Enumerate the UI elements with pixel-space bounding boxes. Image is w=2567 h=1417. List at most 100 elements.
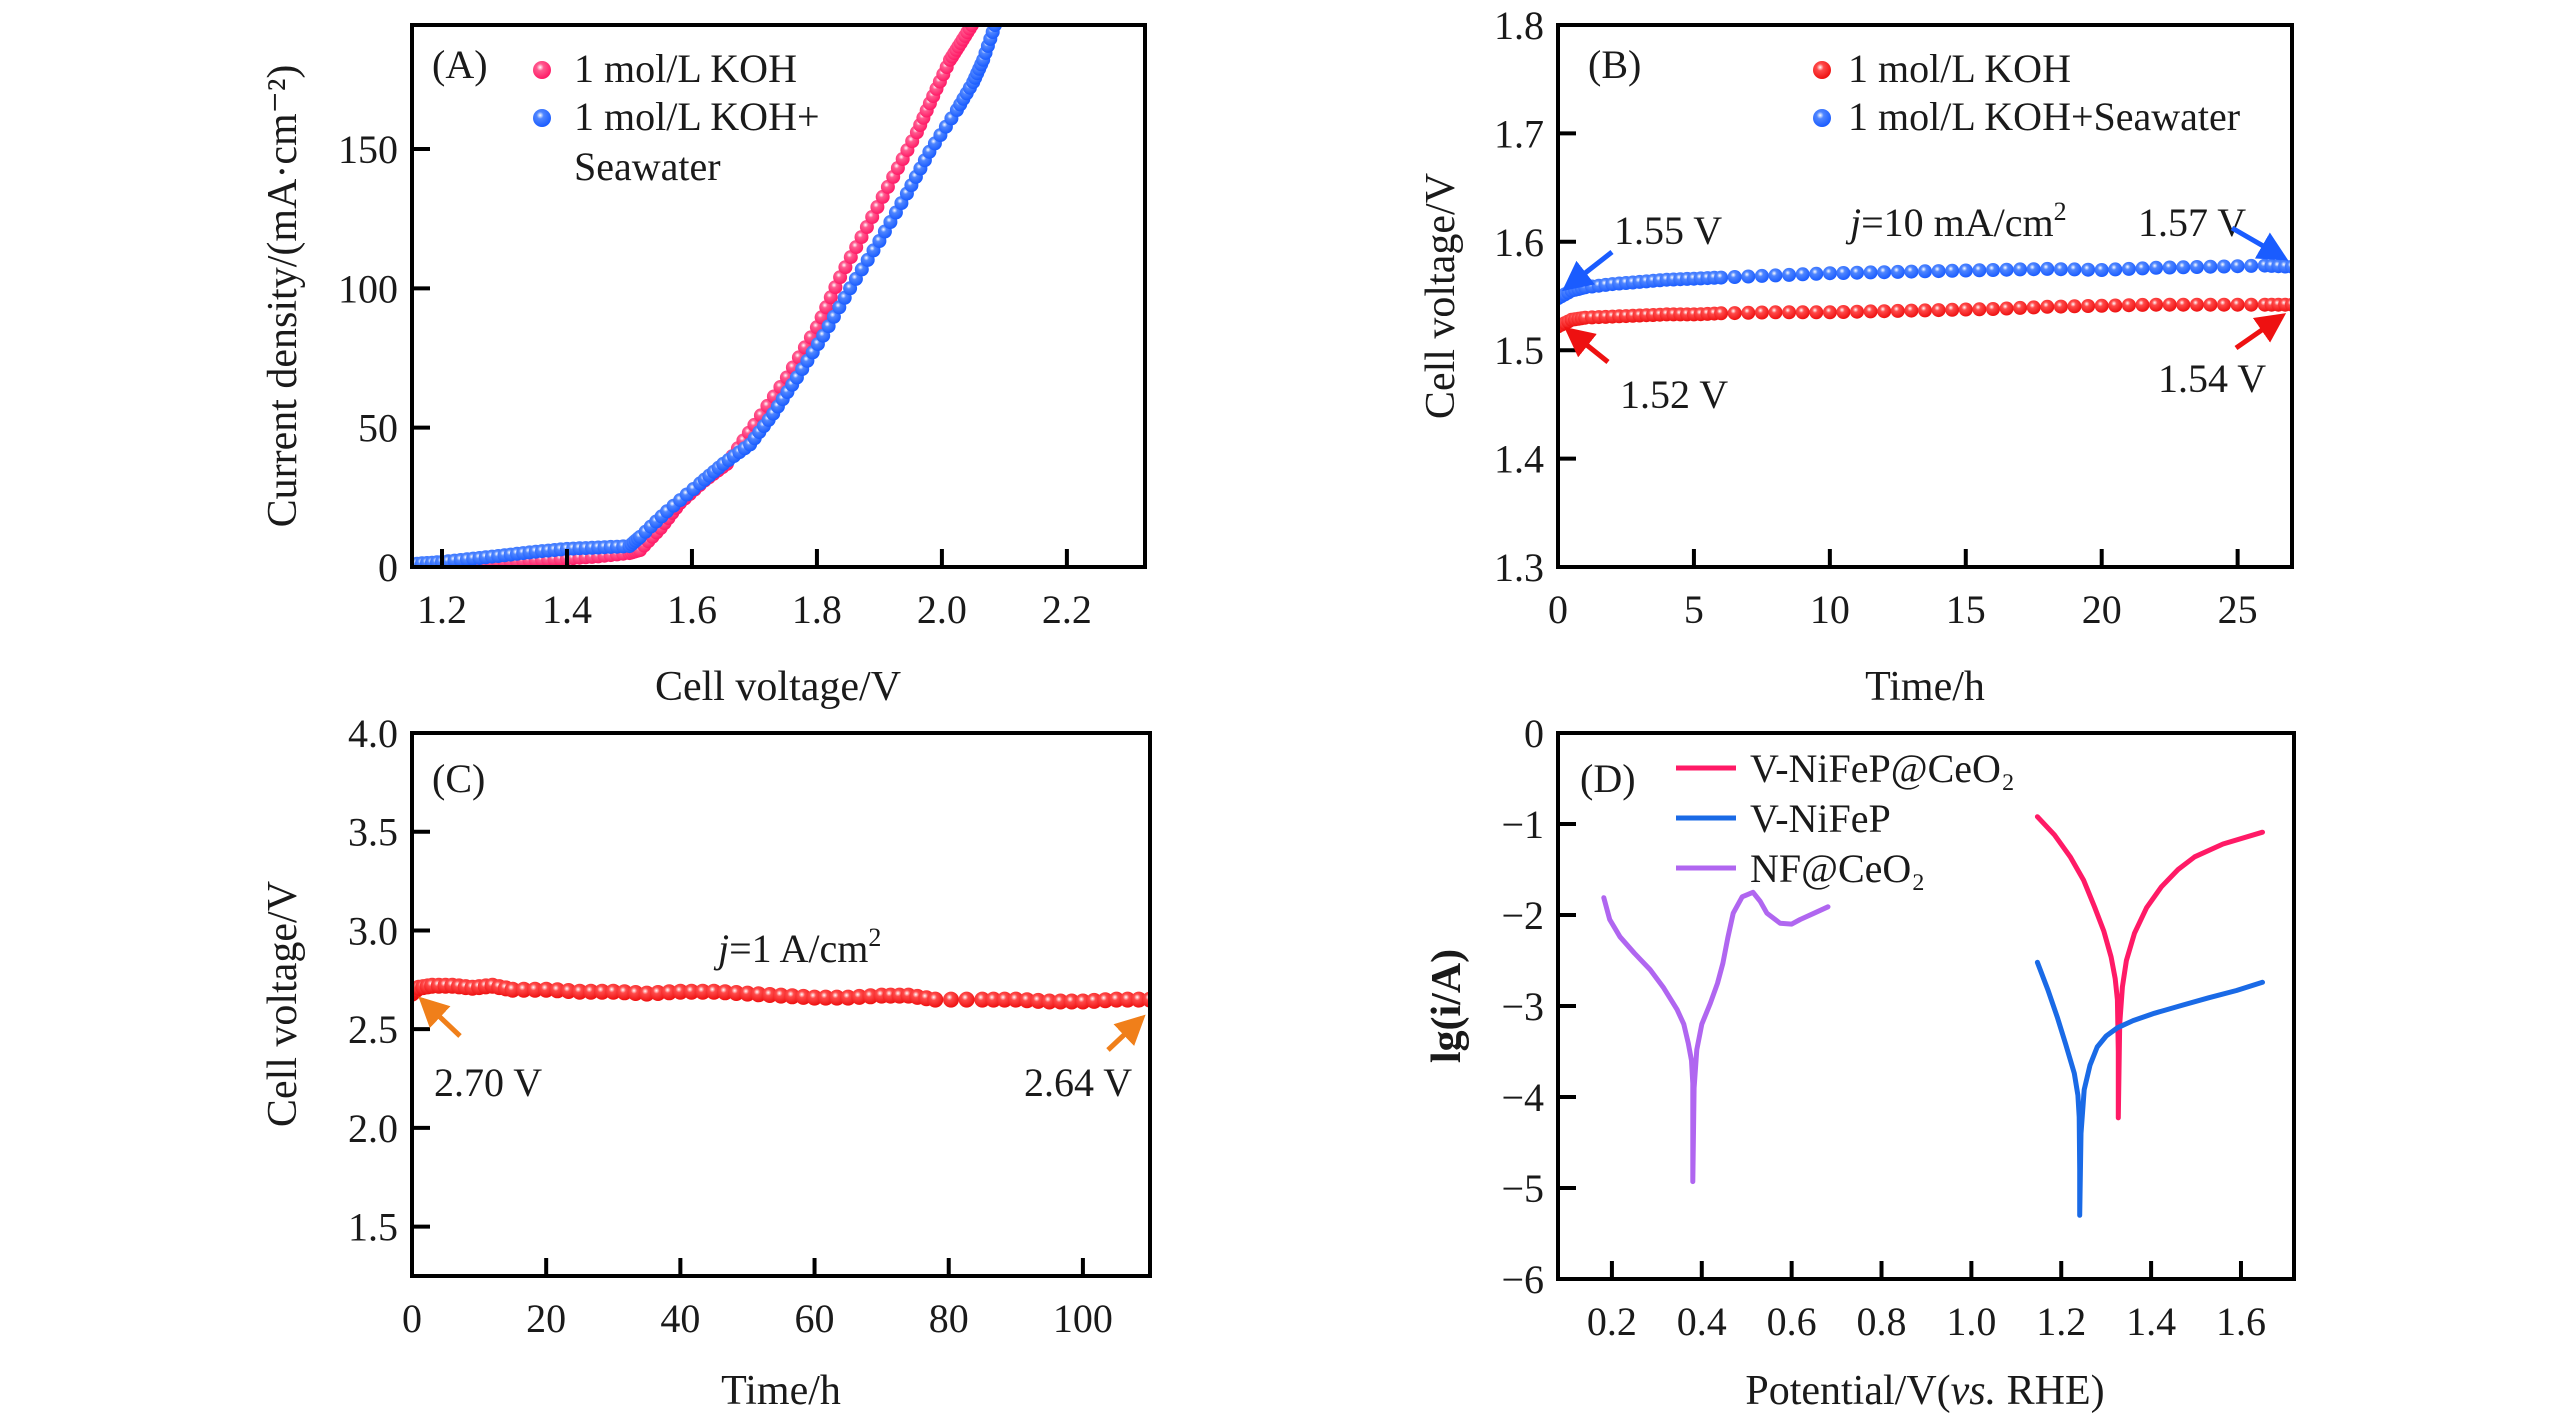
legend-marker-koh-seawater bbox=[533, 109, 551, 127]
panel-b-legend: 1 mol/L KOH 1 mol/L KOH+Seawater bbox=[1813, 46, 2240, 139]
panel-c: 0 20 40 60 80 100 1.5 2.0 2.5 3.0 3.5 4.0 (C) 2.70… bbox=[260, 711, 1152, 1414]
legend-label-koh-seawater-line2: Seawater bbox=[574, 144, 721, 189]
panel-c-label: (C) bbox=[432, 756, 485, 801]
data-point bbox=[2244, 297, 2259, 312]
y-tick-label: 1.5 bbox=[1494, 328, 1544, 373]
data-point bbox=[1931, 264, 1946, 279]
panel-a: 1.2 1.4 1.6 1.8 2.0 2.2 0 50 100 150 (A) 1 mol/L… bbox=[260, 23, 1147, 710]
data-point bbox=[2081, 299, 2096, 313]
x-tick-label: 0.8 bbox=[1857, 1299, 1907, 1344]
x-tick-label: 0 bbox=[402, 1296, 422, 1341]
data-point bbox=[1768, 268, 1783, 283]
y-tick-label: 1.5 bbox=[348, 1205, 398, 1250]
x-tick-label: 1.6 bbox=[667, 587, 717, 632]
panel-c-x-ticks: 0 20 40 60 80 100 bbox=[402, 1258, 1113, 1341]
annotation-current-density: j=10 mA/cm2 bbox=[1845, 197, 2067, 245]
data-point bbox=[1890, 303, 1905, 318]
annotation-1-52v: 1.52 V bbox=[1620, 372, 1728, 417]
annotation-j-value: =10 mA/cm bbox=[1861, 200, 2054, 245]
y-tick-label: 1.8 bbox=[1494, 3, 1544, 48]
panel-c-y-ticks: 1.5 2.0 2.5 3.0 3.5 4.0 bbox=[348, 711, 430, 1250]
series-nf-ceo- bbox=[1601, 889, 1831, 1185]
data-point bbox=[1809, 266, 1824, 281]
legend-marker-koh-seawater bbox=[1813, 109, 1831, 127]
x-tick-label: 1.4 bbox=[542, 587, 592, 632]
data-point bbox=[2053, 299, 2068, 314]
series-1-mol-l-koh-seawater bbox=[1558, 258, 2292, 306]
x-tick-label: 1.4 bbox=[2126, 1299, 2176, 1344]
annotation-j-sup: 2 bbox=[2054, 197, 2067, 226]
data-point bbox=[2067, 262, 2082, 277]
data-point bbox=[1904, 264, 1919, 279]
data-point bbox=[1986, 302, 2000, 316]
x-tick-label: 20 bbox=[526, 1296, 566, 1341]
data-point bbox=[1809, 305, 1824, 320]
y-tick-label: 100 bbox=[338, 266, 398, 311]
panel-d-y-ticks: 0 −1 −2 −3 −4 −5 −6 bbox=[1501, 711, 1576, 1302]
annotation-1-54v: 1.54 V bbox=[2158, 356, 2266, 401]
series-1-mol-l-koh bbox=[1558, 297, 2292, 334]
data-point bbox=[2013, 300, 2028, 315]
x-tick-label: 0.6 bbox=[1767, 1299, 1817, 1344]
data-point bbox=[2067, 299, 2082, 314]
data-point bbox=[2026, 300, 2041, 315]
data-point bbox=[2230, 259, 2245, 274]
panel-a-x-axis-title: Cell voltage/V bbox=[655, 664, 901, 710]
arrow-2-70v bbox=[418, 996, 462, 1038]
x-tick-label: 40 bbox=[660, 1296, 700, 1341]
data-point bbox=[1931, 303, 1946, 318]
data-point bbox=[2244, 258, 2259, 273]
series-line bbox=[2034, 959, 2265, 1218]
data-point bbox=[1918, 303, 1932, 318]
data-point bbox=[1958, 302, 1973, 317]
annotation-j-symbol: j bbox=[1845, 200, 1861, 245]
data-point bbox=[1863, 304, 1878, 319]
y-tick-label: 3.0 bbox=[348, 908, 398, 953]
annotation-j-symbol: j bbox=[713, 926, 729, 971]
data-point bbox=[515, 981, 532, 998]
x-tick-label: 1.8 bbox=[792, 587, 842, 632]
data-point bbox=[1972, 302, 1987, 317]
data-point bbox=[1958, 263, 1973, 278]
data-point bbox=[1904, 303, 1919, 318]
data-point bbox=[1741, 269, 1756, 284]
y-tick-label: −2 bbox=[1501, 893, 1544, 938]
data-point bbox=[594, 983, 611, 1000]
legend-label-v-nifep: V-NiFeP bbox=[1750, 796, 1891, 841]
annotation-current-density: j=1 A/cm2 bbox=[713, 923, 881, 971]
panel-c-y-axis-title: Cell voltage/V bbox=[260, 881, 306, 1127]
data-point bbox=[2135, 297, 2150, 312]
x-tick-label: 20 bbox=[2082, 587, 2122, 632]
y-tick-label: 1.7 bbox=[1494, 111, 1544, 156]
arrow-1-55v bbox=[1562, 250, 1614, 292]
data-point bbox=[985, 991, 1002, 1008]
y-tick-label: 150 bbox=[338, 127, 398, 172]
data-point bbox=[927, 991, 944, 1008]
panel-b: 0 5 10 15 20 25 1.3 1.4 1.5 1.6 1.7 1.8 (B) 1 mol/… bbox=[1418, 3, 2294, 710]
data-point bbox=[2094, 298, 2109, 313]
data-point bbox=[996, 991, 1013, 1008]
panel-a-y-ticks: 0 50 100 150 bbox=[338, 127, 430, 590]
y-tick-label: 4.0 bbox=[348, 711, 398, 756]
legend-label-koh-seawater: 1 mol/L KOH+Seawater bbox=[1848, 94, 2240, 139]
y-tick-label: −5 bbox=[1501, 1166, 1544, 1211]
arrow-1-52v bbox=[1564, 326, 1610, 364]
x-tick-label: 15 bbox=[1946, 587, 1986, 632]
x-tick-label: 0.2 bbox=[1587, 1299, 1637, 1344]
panel-c-annotations: 2.70 V 2.64 V j=1 A/cm2 bbox=[418, 923, 1146, 1105]
data-point bbox=[2203, 297, 2218, 312]
annotation-j-value: =1 A/cm bbox=[729, 926, 868, 971]
annotation-1-55v: 1.55 V bbox=[1614, 208, 1722, 253]
panel-a-x-ticks: 1.2 1.4 1.6 1.8 2.0 2.2 bbox=[417, 549, 1092, 632]
series-v-nifep bbox=[2034, 959, 2265, 1218]
legend-label-koh-seawater-line1: 1 mol/L KOH+ bbox=[574, 94, 820, 139]
data-point bbox=[1836, 266, 1851, 280]
data-point bbox=[2149, 260, 2164, 275]
data-point bbox=[1795, 305, 1810, 320]
y-tick-label: −3 bbox=[1501, 984, 1544, 1029]
panel-c-x-axis-title: Time/h bbox=[721, 1368, 841, 1414]
data-point bbox=[1052, 993, 1069, 1010]
data-point bbox=[1850, 304, 1864, 319]
data-point bbox=[828, 989, 845, 1006]
data-point bbox=[1918, 264, 1932, 279]
